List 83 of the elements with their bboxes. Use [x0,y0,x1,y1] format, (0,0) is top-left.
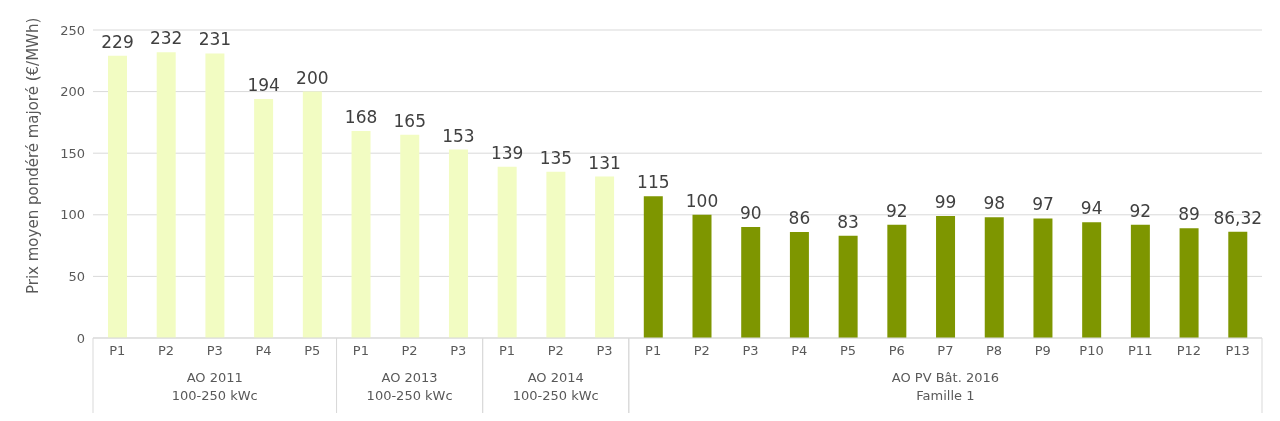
x-tick-label: P4 [255,343,272,359]
text: AO 2013 100-250 kWc [366,370,453,403]
y-tick-label: 100 [60,207,85,223]
data-label: 131 [588,152,621,173]
y-tick-label: 50 [68,269,85,285]
x-tick-label: P3 [742,343,759,359]
x-tick-label: P6 [888,343,905,359]
bar [984,217,1004,338]
bar [1228,231,1248,338]
data-label: 90 [739,203,762,224]
x-tick-label: P8 [986,343,1003,359]
bar [1082,222,1102,338]
bar [789,232,809,338]
x-tick-label: P2 [547,343,564,359]
y-tick-label: 200 [60,84,85,100]
data-label: 99 [934,192,957,213]
data-label: 86,32 [1213,207,1263,228]
x-tick-label: P3 [450,343,467,359]
data-label: 100 [685,190,719,211]
x-tick-label: P1 [109,343,126,359]
bar [497,166,517,338]
x-tick-label: P1 [645,343,662,359]
text: AO 2014 100-250 kWc [512,370,599,403]
data-label: 94 [1080,198,1103,219]
x-tick-label: P3 [596,343,613,359]
x-tick-label: P5 [839,343,857,359]
bar [448,149,468,338]
bar [692,214,712,338]
y-tick-label: 150 [60,145,85,161]
y-tick-label: 0 [76,330,85,346]
data-label: 229 [101,31,134,52]
data-label: 139 [490,142,524,163]
bar [887,224,907,338]
bar [205,53,225,338]
data-label: 89 [1178,204,1200,225]
data-label: 92 [886,200,908,221]
data-label: 232 [149,28,183,49]
x-tick-label: P2 [693,343,710,359]
x-tick-label: P2 [401,343,418,359]
x-tick-label: P10 [1079,343,1104,359]
bar [936,216,956,338]
x-tick-label: P11 [1128,343,1153,359]
bar [546,171,566,338]
x-tick-label: P5 [304,343,321,359]
x-tick-label: P9 [1034,343,1051,359]
bar [1033,218,1053,338]
bar [156,52,176,338]
data-label: 92 [1129,200,1152,221]
y-axis-title: Prix moyen pondéré majoré (€/MWh) [24,17,43,294]
data-label: 165 [393,110,426,131]
bar [108,55,127,338]
data-label: 83 [837,211,859,232]
x-tick-label: P12 [1176,343,1202,359]
data-label: 200 [296,67,329,88]
data-label: 115 [637,172,670,193]
data-label: 231 [198,29,232,50]
bar [595,176,615,338]
data-label: 98 [983,193,1006,214]
x-tick-label: P3 [206,343,223,359]
bar [254,98,274,338]
x-tick-label: P7 [937,343,954,359]
bar [741,227,761,338]
data-label: 86 [788,208,811,229]
data-label: 153 [442,125,475,146]
bar [400,134,420,338]
data-label: 97 [1032,194,1054,215]
x-tick-label: P1 [498,343,516,359]
x-tick-label: P13 [1225,343,1250,359]
bar [643,196,663,338]
bar [302,91,322,338]
bar [1130,224,1150,338]
data-label: 168 [344,107,378,128]
data-label: 135 [539,147,573,168]
x-tick-label: P4 [791,343,808,359]
data-label: 194 [247,74,280,95]
x-tick-label: P1 [352,343,369,359]
x-tick-label: P2 [158,343,175,359]
bar [838,235,858,338]
bar [351,131,371,338]
bar [1179,228,1199,338]
text: AO 2011 100-250 kWc [171,370,258,403]
text: AO PV Bât. 2016 Famille 1 [891,370,1000,403]
y-tick-label: 250 [60,22,85,38]
